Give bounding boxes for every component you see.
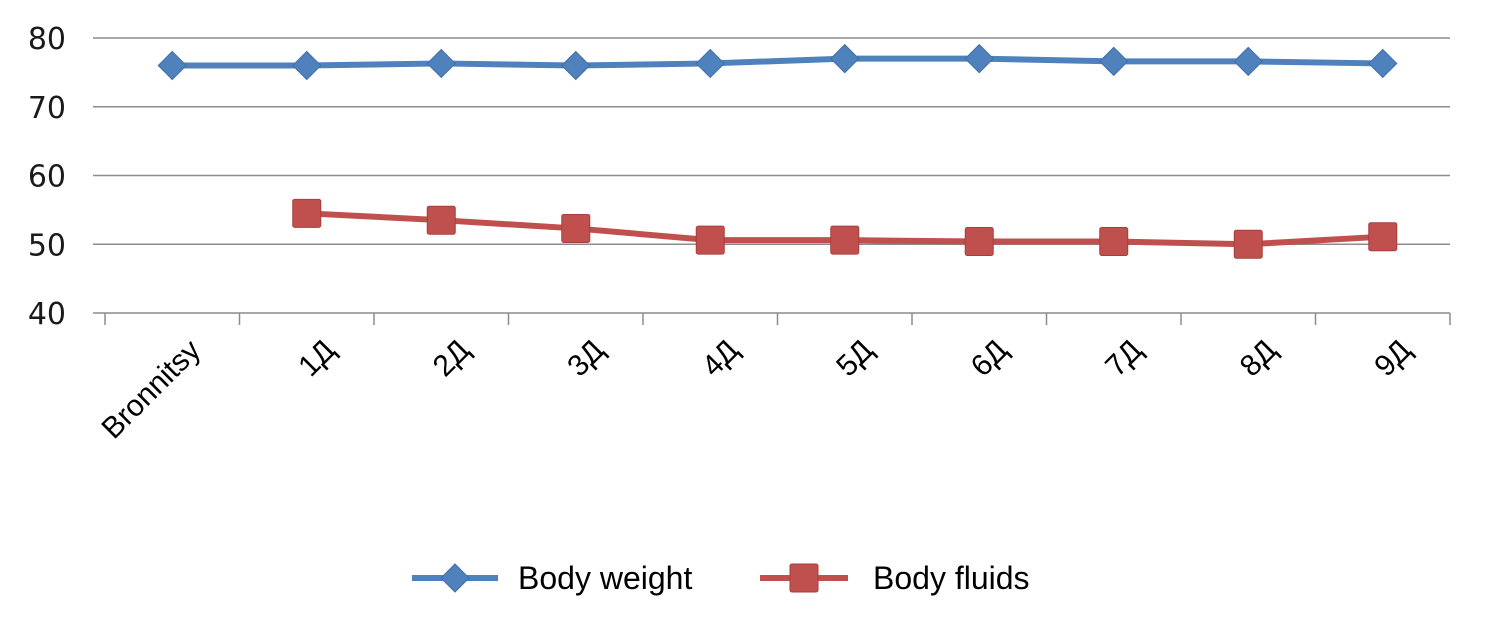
data-point xyxy=(830,43,860,74)
data-point xyxy=(561,50,591,81)
x-tick-label: Bronnitsy xyxy=(95,334,207,446)
data-point xyxy=(1099,46,1129,77)
data-point xyxy=(1233,46,1263,77)
y-tick-label: 80 xyxy=(28,22,66,57)
data-point xyxy=(830,225,860,255)
legend-item: Body weight xyxy=(412,560,692,596)
data-point xyxy=(292,50,322,81)
series-line xyxy=(172,55,1383,69)
series-layer xyxy=(157,43,1398,259)
legend-marker xyxy=(440,563,470,593)
x-tick-label: 7Д xyxy=(1099,334,1149,384)
data-point xyxy=(426,48,456,79)
y-tick-label: 40 xyxy=(28,297,66,332)
x-tick-label: 9Д xyxy=(1368,334,1418,384)
y-tick-label: 70 xyxy=(28,91,66,126)
data-point xyxy=(1099,227,1129,256)
data-point xyxy=(695,48,725,79)
x-tick-label: 3Д xyxy=(561,334,611,384)
axis-layer xyxy=(93,312,1451,325)
x-tick-label: 1Д xyxy=(292,334,342,384)
series-1 xyxy=(292,198,1398,259)
data-point xyxy=(964,227,994,256)
x-tick-label: 4Д xyxy=(696,334,746,384)
y-tick-label: 50 xyxy=(28,228,66,263)
data-point xyxy=(1368,48,1398,79)
legend-item: Body fluids xyxy=(760,560,1030,596)
data-point xyxy=(695,225,725,255)
y-tick-labels: 40 50 60 70 80 xyxy=(28,22,66,332)
x-tick-label: 2Д xyxy=(427,334,477,384)
x-tick-label: 6Д xyxy=(965,334,1015,384)
data-point xyxy=(157,50,187,81)
legend-label: Body weight xyxy=(518,560,692,596)
x-tick-label: 8Д xyxy=(1234,334,1284,384)
x-tick-label: 5Д xyxy=(830,334,880,384)
series-0 xyxy=(157,43,1398,81)
x-tick-labels: Bronnitsy 1Д 2Д 3Д 4Д 5Д 6Д 7Д 8Д 9Д xyxy=(95,334,1417,446)
data-point xyxy=(1368,222,1398,252)
data-point xyxy=(292,198,322,228)
legend: Body weight Body fluids xyxy=(412,560,1030,596)
data-point xyxy=(964,43,994,74)
data-point xyxy=(1233,229,1263,259)
data-point xyxy=(426,205,456,235)
data-point xyxy=(561,213,591,243)
legend-label: Body fluids xyxy=(873,560,1030,596)
y-tick-label: 60 xyxy=(28,160,66,195)
legend-marker xyxy=(789,563,819,593)
